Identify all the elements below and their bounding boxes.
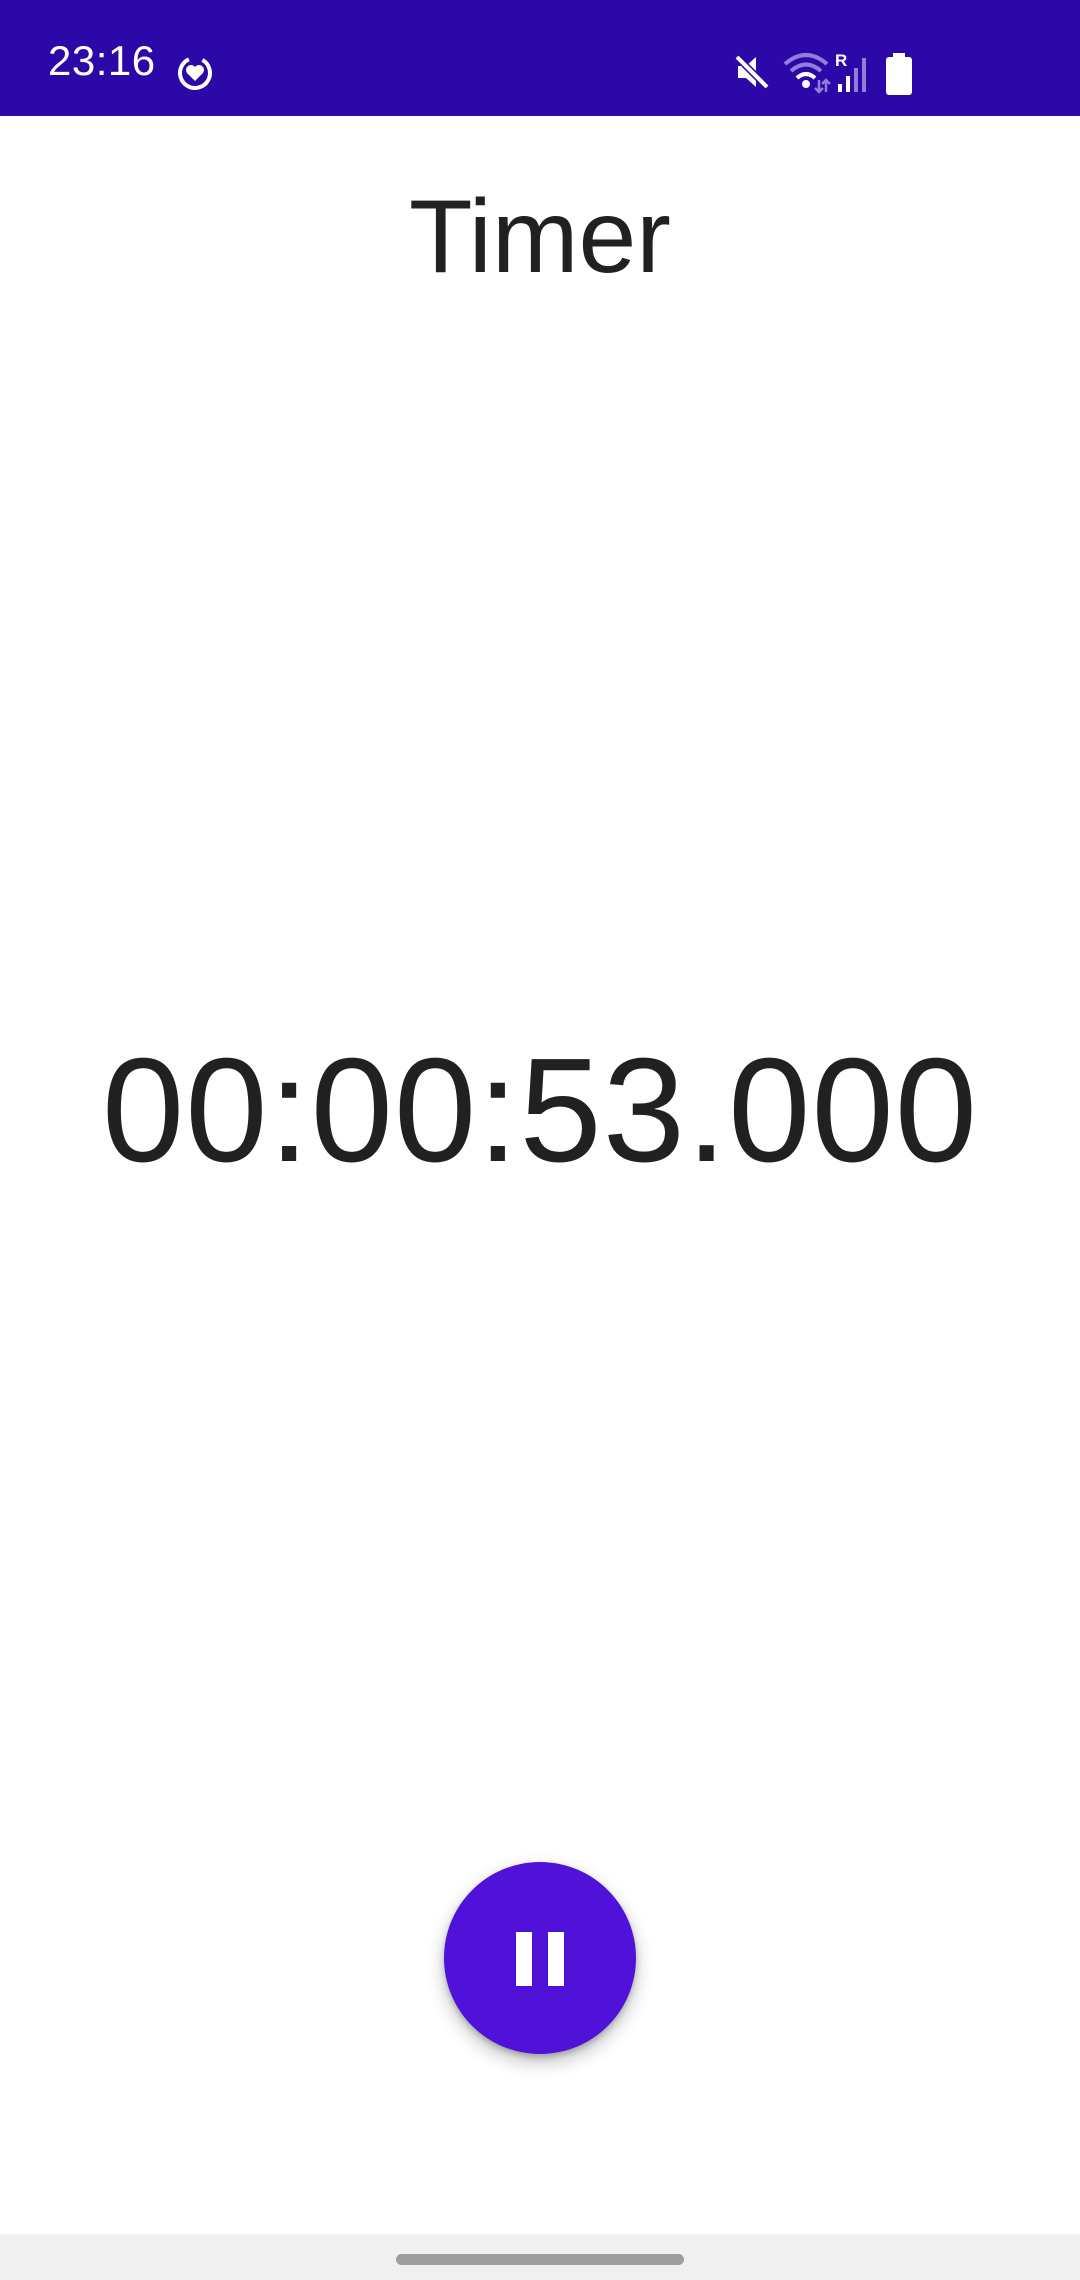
pause-icon [514,1932,566,1986]
timer-display: 00:00:53.000 [101,1028,979,1193]
roaming-label: R [835,51,847,70]
page-title: Timer [409,179,671,295]
battery-icon [886,53,912,95]
app-heart-ring-icon [178,56,212,90]
pause-button[interactable] [444,1862,636,2054]
wifi-icon [783,53,831,94]
home-handle[interactable] [396,2254,684,2265]
status-time: 23:16 [48,37,156,84]
navigation-bar [0,2234,1080,2280]
status-bar: 23:16 R [0,0,1080,116]
signal-roaming-icon: R [835,51,866,92]
mute-icon [733,53,771,91]
